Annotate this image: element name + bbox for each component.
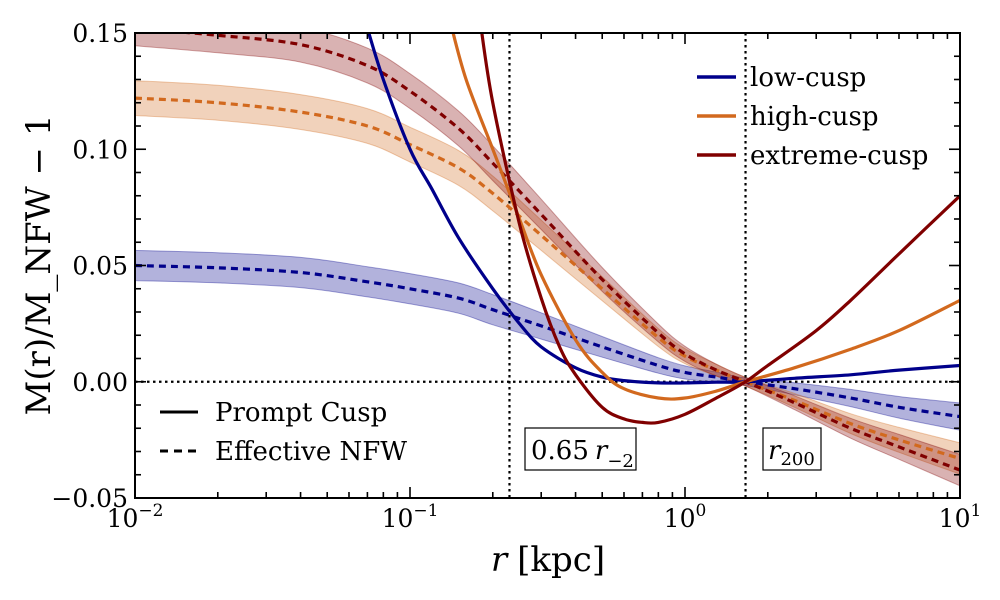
x-tick-label: 100 <box>664 501 707 533</box>
dashed-line-extreme-cusp <box>173 33 960 472</box>
band-low-cusp <box>135 249 960 431</box>
x-tick-label: 10−2 <box>107 501 164 533</box>
dashed-line-low-cusp <box>135 263 960 419</box>
legend-label-low-cusp: low-cusp <box>750 63 866 93</box>
solid-line-high-cusp <box>451 33 960 401</box>
data-curves <box>135 33 960 472</box>
legend-effective-nfw-label: Effective NFW <box>215 437 407 467</box>
annotation-r-minus2-text: 0.65 r−2 <box>531 436 634 472</box>
y-tick-label: 0.15 <box>72 19 128 48</box>
x-tick-label: 101 <box>939 501 982 533</box>
y-tick-label: 0.05 <box>72 252 128 281</box>
y-tick-label: 0.10 <box>72 135 128 164</box>
band-high-cusp <box>135 80 960 475</box>
legend-label-extreme-cusp: extreme-cusp <box>750 141 928 171</box>
legend-prompt-cusp-label: Prompt Cusp <box>215 398 387 428</box>
annotation-r200-text: r200 <box>768 436 815 470</box>
legend-label-high-cusp: high-cusp <box>750 102 879 132</box>
plot-frame <box>134 32 961 499</box>
annotation-r-minus2: 0.65 r−2 <box>524 427 637 472</box>
y-tick-label: 0.00 <box>72 368 128 397</box>
legend-style: Prompt Cusp Effective NFW <box>160 398 407 467</box>
x-tick-label: 10−1 <box>382 501 439 533</box>
dashed-line-high-cusp <box>135 96 960 461</box>
y-axis-title: M(r)/M_NFW − 1 <box>19 115 59 416</box>
y-axis-title-text: M(r)/M_NFW − 1 <box>19 115 59 416</box>
tick-labels: 10−2 10−1 100 101 −0.05 0.00 0.05 0.10 0.15 <box>51 19 981 533</box>
legend-series: low-cusp high-cusp extreme-cusp <box>697 63 928 171</box>
solid-line-extreme-cusp <box>480 33 960 425</box>
annotation-r200: r200 <box>762 427 822 471</box>
solid-line-low-cusp <box>367 33 960 385</box>
y-tick-label: −0.05 <box>51 484 128 513</box>
x-axis-title: r [kpc] <box>491 540 605 580</box>
